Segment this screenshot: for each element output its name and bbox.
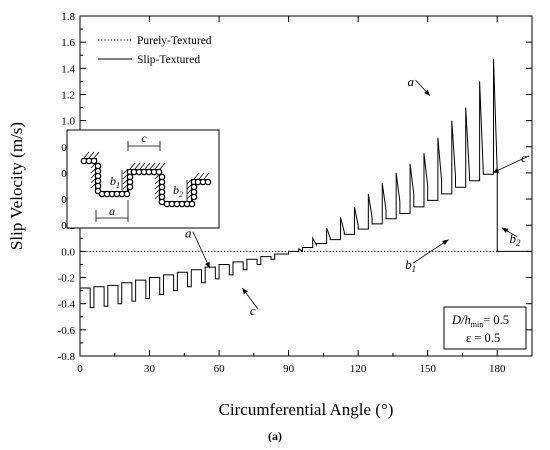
legend-label-slip: Slip-Textured xyxy=(137,54,200,66)
inset-hatch-wall xyxy=(154,189,160,195)
annotation-arrowhead xyxy=(442,239,449,246)
inset-hatch-wall xyxy=(154,174,160,180)
inset-circle xyxy=(126,183,134,191)
inset-hatch-wall xyxy=(122,179,128,185)
inset-slip-circles xyxy=(80,157,212,208)
annotation-label: c xyxy=(521,150,527,165)
annotation-arrowhead xyxy=(424,89,431,96)
inset-circle xyxy=(123,190,131,198)
legend: Purely-Textured Slip-Textured xyxy=(98,35,212,66)
inset-hatch-wall xyxy=(186,179,192,185)
inset-hatch-line xyxy=(203,172,210,180)
inset-hatch-wall xyxy=(154,179,160,185)
y-tick-label: -0.6 xyxy=(58,325,76,337)
y-tick-label: 0.0 xyxy=(61,246,75,258)
y-tick-label: 1.0 xyxy=(61,116,75,128)
inset-hatch-wall xyxy=(90,168,96,174)
inset-circle xyxy=(190,193,198,201)
inset-hatch-wall xyxy=(90,183,96,189)
inset-hatch-line xyxy=(83,151,90,159)
y-tick-label: 1.6 xyxy=(61,37,75,49)
series-slip-textured xyxy=(79,59,532,309)
inset-schematic: c a b1 b2 xyxy=(66,129,220,229)
inset-hatch-wall xyxy=(186,194,192,200)
inset-hatch-line xyxy=(193,172,200,180)
annotation-arrowhead xyxy=(242,288,248,295)
annotations: a c b2 b1 a c xyxy=(185,74,530,318)
annotation-label: c xyxy=(250,303,256,318)
annotation-label: a xyxy=(407,74,414,89)
inset-hatch-line xyxy=(159,162,166,170)
x-tick-label: 30 xyxy=(144,363,156,375)
annotation-arrow-line xyxy=(192,231,211,269)
x-tick-label: 180 xyxy=(489,363,506,375)
y-tick-label: -0.2 xyxy=(58,273,75,285)
annotation-label: b2 xyxy=(509,231,521,248)
x-tick-label: 90 xyxy=(283,363,295,375)
inset-label-b2: b2 xyxy=(173,183,183,199)
legend-label-purely: Purely-Textured xyxy=(137,35,212,47)
inset-hatch-line xyxy=(93,151,100,159)
parameter-box-frame xyxy=(443,306,527,350)
inset-hatch-wall xyxy=(186,184,192,190)
inset-label-b1: b1 xyxy=(110,174,120,190)
annotation-arrowhead xyxy=(501,227,509,234)
inset-label-c: c xyxy=(141,131,147,145)
inset-hatch-wall xyxy=(154,194,160,200)
inset-hatch-line xyxy=(144,162,151,170)
y-tick-label: 1.8 xyxy=(61,11,75,23)
caption: (a) xyxy=(268,429,282,443)
inset-hatch-line xyxy=(154,162,161,170)
y-tick-label: -0.8 xyxy=(58,351,76,363)
annotation-label: b1 xyxy=(405,257,416,274)
parameter-box: D/hmin= 0.5 ε = 0.5 xyxy=(443,306,527,350)
y-tick-label: 1.2 xyxy=(61,89,75,101)
inset-hatch-wall xyxy=(122,184,128,190)
inset-hatch-wall xyxy=(90,178,96,184)
y-tick-label: -0.4 xyxy=(58,299,76,311)
inset-hatch-line xyxy=(88,151,95,159)
inset-hatch-line xyxy=(139,162,146,170)
param-epsilon: ε = 0.5 xyxy=(466,331,500,345)
inset-hatch-wall xyxy=(186,189,192,195)
inset-hatch-line xyxy=(198,172,205,180)
annotation-arrow-line xyxy=(492,155,530,174)
inset-circle xyxy=(204,178,212,186)
x-tick-label: 0 xyxy=(77,363,83,375)
annotation-label: a xyxy=(185,226,192,241)
inset-circle xyxy=(155,168,163,176)
param-dh: D/hmin= 0.5 xyxy=(451,313,509,329)
axis-ticks: 0306090120150180-0.8-0.6-0.4-0.20.00.20.… xyxy=(58,11,532,375)
y-tick-label: 1.4 xyxy=(61,63,75,75)
inset-hatch-wall xyxy=(122,174,128,180)
inset-hatch-wall xyxy=(90,163,96,169)
inset-circle xyxy=(90,157,98,165)
inset-hatch-line xyxy=(149,162,156,170)
annotation-arrow-line xyxy=(412,239,449,264)
inset-hatch-line xyxy=(134,162,141,170)
inset-hatch xyxy=(83,151,210,200)
inset-label-a: a xyxy=(109,204,115,218)
series-group xyxy=(79,59,532,309)
x-axis-title: Circumferential Angle (°) xyxy=(219,400,394,419)
inset-hatch-wall xyxy=(90,173,96,179)
x-tick-label: 60 xyxy=(214,363,226,375)
inset-hatch-line xyxy=(129,162,136,170)
x-tick-label: 150 xyxy=(419,363,436,375)
inset-hatch-wall xyxy=(122,169,128,175)
inset-hatch-wall xyxy=(154,184,160,190)
annotation-arrowhead xyxy=(492,168,500,173)
annotation-arrowhead xyxy=(205,261,210,269)
inset-circle xyxy=(188,200,196,208)
x-tick-label: 120 xyxy=(350,363,367,375)
y-axis-title: Slip Velocity (m/s) xyxy=(7,122,26,250)
